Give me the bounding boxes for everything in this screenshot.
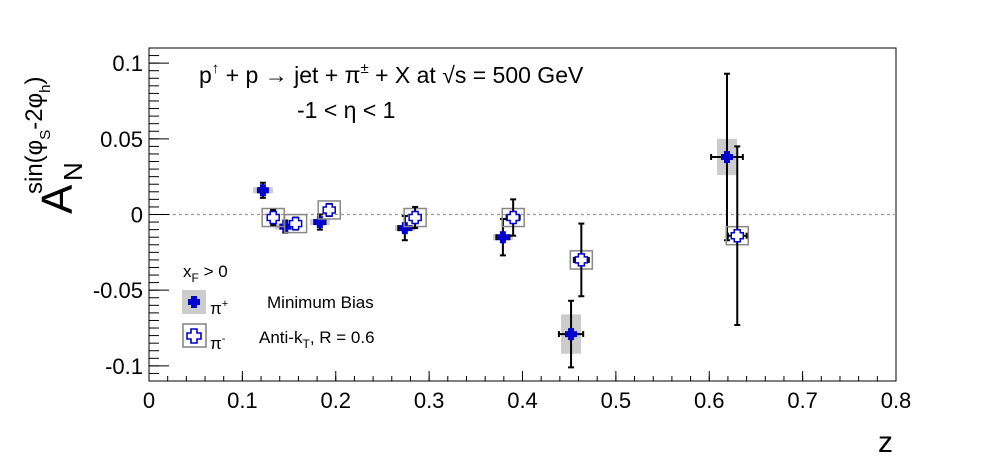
svg-text:N: N bbox=[58, 162, 88, 181]
marker-filled-cross bbox=[720, 150, 733, 163]
legend-label-pi-plus: π+ bbox=[210, 298, 228, 318]
x-tick-label: 0.6 bbox=[694, 388, 725, 413]
x-tick-label: 0.3 bbox=[414, 388, 445, 413]
data-point-pi-plus bbox=[492, 218, 513, 257]
x-axis-label: z bbox=[878, 426, 893, 459]
legend-marker-filled-cross bbox=[188, 296, 200, 308]
data-point-pi-minus bbox=[283, 213, 308, 234]
marker-filled-cross bbox=[496, 231, 509, 244]
data-point-pi-minus bbox=[501, 198, 525, 237]
x-tick-label: 0 bbox=[143, 388, 155, 413]
y-tick-label: 0.05 bbox=[100, 127, 143, 152]
data-point-pi-minus bbox=[317, 200, 341, 220]
y-tick-label: 0.1 bbox=[112, 51, 143, 76]
legend-header: xF > 0 bbox=[183, 262, 228, 285]
legend: xF > 0 π+ Minimum Bias π- Anti-kT, R = 0… bbox=[182, 262, 375, 353]
marker-filled-cross bbox=[565, 328, 578, 341]
y-axis-label: A N sin(φS-2φh) bbox=[21, 77, 88, 215]
legend-entry-pi-minus: π- Anti-kT, R = 0.6 bbox=[182, 323, 375, 353]
marker-open-cross bbox=[506, 210, 520, 225]
data-point-pi-plus bbox=[252, 181, 273, 199]
legend-label-pi-minus: π- bbox=[210, 333, 226, 353]
data-point-pi-minus bbox=[569, 222, 594, 298]
marker-open-cross bbox=[574, 253, 589, 267]
x-tick-label: 0.5 bbox=[601, 388, 632, 413]
sys-box bbox=[283, 213, 308, 234]
data-point-pi-plus bbox=[710, 72, 744, 242]
x-tick-label: 0.2 bbox=[320, 388, 351, 413]
x-tick-label: 0.8 bbox=[881, 388, 912, 413]
legend-marker-open-cross bbox=[186, 328, 202, 344]
y-tick-label: -0.1 bbox=[105, 354, 143, 379]
data-point-pi-plus bbox=[394, 215, 415, 242]
x-tick-label: 0.4 bbox=[507, 388, 538, 413]
marker-open-cross bbox=[322, 203, 336, 217]
marker-open-cross bbox=[288, 216, 303, 231]
data-point-pi-plus bbox=[557, 299, 585, 369]
y-tick-label: -0.05 bbox=[93, 278, 143, 303]
marker-filled-cross bbox=[313, 216, 326, 229]
chart-title-line1: p↑ + p → jet + π± + X at √s = 500 GeV bbox=[199, 60, 584, 88]
data-point-pi-minus bbox=[725, 145, 750, 326]
legend-note-minimum-bias: Minimum Bias bbox=[267, 293, 374, 312]
legend-entry-pi-plus: π+ Minimum Bias bbox=[182, 290, 374, 318]
marker-filled-cross bbox=[256, 184, 269, 197]
x-tick-label: 0.7 bbox=[787, 388, 818, 413]
marker-open-cross bbox=[730, 228, 745, 243]
marker-filled-cross bbox=[398, 222, 411, 235]
svg-text:sin(φS-2φh): sin(φS-2φh) bbox=[21, 77, 54, 195]
legend-note-anti-kt: Anti-kT, R = 0.6 bbox=[259, 328, 375, 351]
x-tick-label: 0.1 bbox=[227, 388, 258, 413]
x-axis: 0 0.1 0.2 0.3 0.4 0.5 0.6 0.7 0.8 bbox=[143, 371, 911, 413]
marker-open-cross bbox=[408, 210, 422, 225]
svg-text:A: A bbox=[33, 184, 82, 214]
marker-open-cross bbox=[266, 210, 280, 225]
data-points bbox=[252, 72, 750, 369]
chart-title-line2: -1 < η < 1 bbox=[297, 97, 395, 123]
y-axis: 0.1 0.05 0 -0.05 -0.1 bbox=[93, 47, 169, 382]
y-tick-label: 0 bbox=[131, 203, 143, 228]
sys-box bbox=[317, 200, 341, 220]
data-point-pi-minus bbox=[403, 205, 427, 230]
